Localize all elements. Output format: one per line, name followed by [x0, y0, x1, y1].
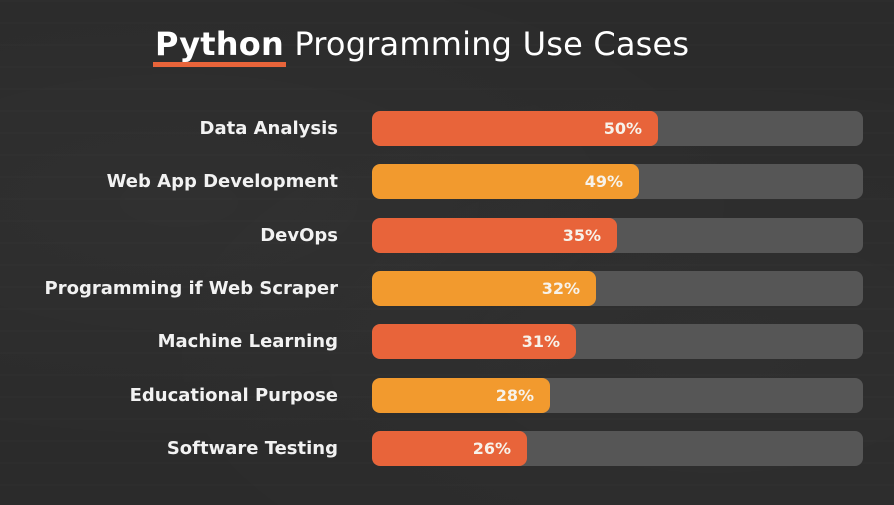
bar-value: 35%	[562, 226, 601, 245]
bar-label: Machine Learning	[157, 331, 338, 352]
chart-title: Python Programming Use Cases	[153, 24, 690, 67]
bar-track: 32%	[372, 271, 863, 306]
bar-row: Data Analysis 50%	[0, 111, 894, 146]
bar-fill: 26%	[372, 431, 527, 466]
bar-fill: 35%	[372, 218, 617, 253]
bar-value: 31%	[521, 332, 560, 351]
bar-row: Software Testing 26%	[0, 431, 894, 466]
bar-track: 35%	[372, 218, 863, 253]
bar-label: Educational Purpose	[129, 385, 338, 406]
bar-label: DevOps	[260, 225, 338, 246]
title-rest-text: Programming Use Cases	[294, 25, 690, 63]
bar-value: 49%	[584, 172, 623, 191]
bar-fill: 28%	[372, 378, 550, 413]
bar-track: 26%	[372, 431, 863, 466]
bar-row: Web App Development 49%	[0, 164, 894, 199]
bar-track: 49%	[372, 164, 863, 199]
bar-row: Programming if Web Scraper 32%	[0, 271, 894, 306]
bar-fill: 50%	[372, 111, 658, 146]
bar-value: 28%	[495, 386, 534, 405]
title-underline	[153, 62, 286, 67]
bar-row: DevOps 35%	[0, 218, 894, 253]
bar-label: Web App Development	[106, 171, 338, 192]
bar-track: 28%	[372, 378, 863, 413]
bar-value: 26%	[472, 439, 511, 458]
bar-label: Programming if Web Scraper	[44, 278, 338, 299]
bar-label: Software Testing	[166, 438, 338, 459]
bar-track: 50%	[372, 111, 863, 146]
bar-label: Data Analysis	[199, 118, 339, 139]
bar-row: Machine Learning 31%	[0, 324, 894, 359]
bar-fill: 31%	[372, 324, 576, 359]
title-accent-text: Python	[155, 25, 284, 63]
bar-value: 50%	[603, 119, 642, 138]
bar-track: 31%	[372, 324, 863, 359]
bar-fill: 32%	[372, 271, 596, 306]
bar-row: Educational Purpose 28%	[0, 378, 894, 413]
title-accent-word: Python	[153, 24, 286, 67]
bar-value: 32%	[541, 279, 580, 298]
bar-fill: 49%	[372, 164, 639, 199]
